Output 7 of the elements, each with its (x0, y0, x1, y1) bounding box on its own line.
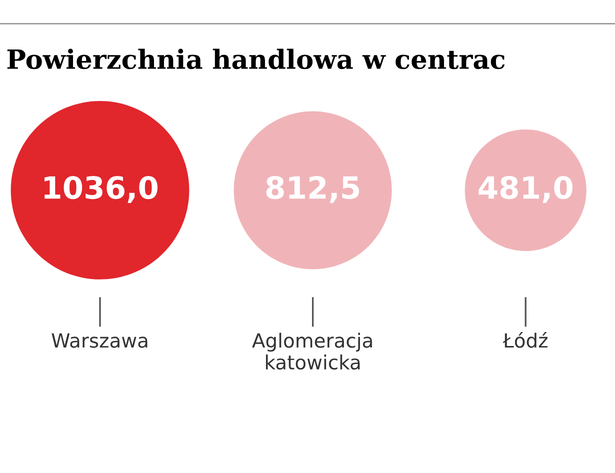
data-label: 812,5 (266, 176, 360, 203)
data-label: 1036,0 (44, 176, 158, 203)
category-label: Aglomeracja katowicka (252, 332, 372, 370)
category-label: Łódź (502, 332, 548, 348)
category-label: Warszawa (52, 333, 148, 348)
data-label: 481,0 (478, 176, 572, 203)
text: Powierzchnia handlowa w centrac (7, 48, 505, 70)
